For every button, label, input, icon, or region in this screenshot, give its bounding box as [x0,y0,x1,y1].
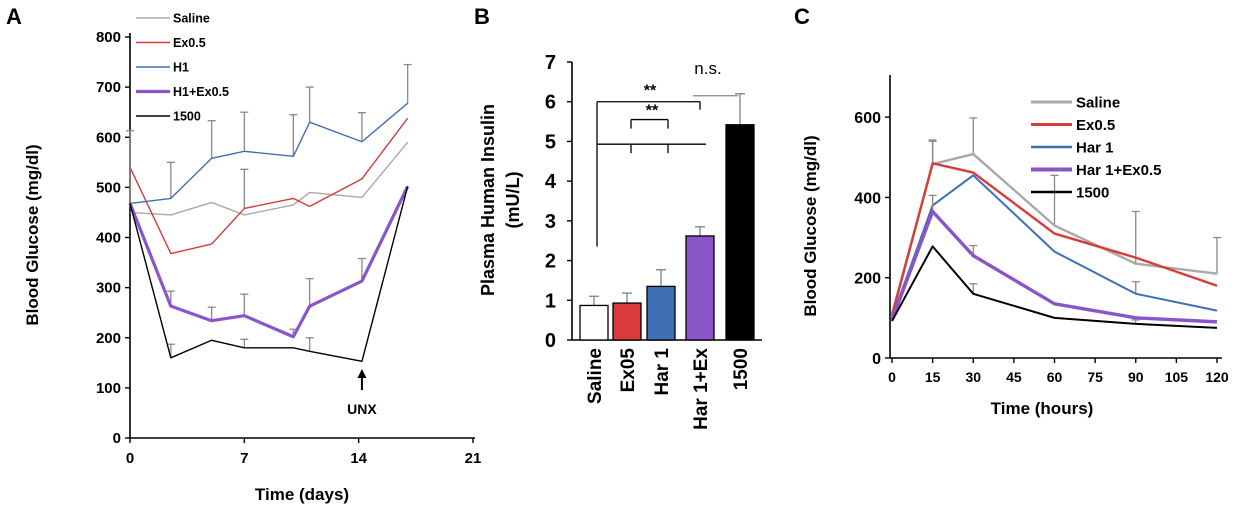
c-legend-label-1500: 1500 [1076,185,1109,202]
a-y-tick-label: 0 [113,430,121,447]
b-bar-group-1500 [726,94,754,340]
a-legend-label-1500: 1500 [173,110,201,124]
a-x-tick-label: 7 [240,450,248,467]
panel-a: A 0 100 200 300 400 500 600 700 800 0 7 14 21 Salin… [6,4,481,504]
unx-arrow-head [357,369,366,378]
b-bar-ex05 [613,303,641,340]
a-y-tick-label: 800 [96,29,121,46]
unx-annotation: UNX [347,369,377,417]
panel-c-y-title: Blood Glucose (mg/dl) [801,135,820,316]
b-y-tick-label: 7 [545,52,556,74]
b-bar-group-har-1-ex [686,227,714,340]
b-x-label-ex05: Ex05 [618,348,639,393]
a-series-h1-ex0-5 [130,186,408,336]
b-ns-label: n.s. [694,59,721,78]
b-bar-group-ex05 [613,293,641,340]
a-y-tick-label: 300 [96,280,121,297]
c-legend-label-har-1: Har 1 [1076,140,1114,157]
c-x-tick-label: 45 [1006,369,1022,385]
c-x-tick-label: 60 [1047,369,1063,385]
b-bar-group-har-1 [647,270,675,340]
c-line-1500 [892,246,1217,327]
b-y-tick-label: 3 [545,211,556,233]
b-sig-label-2: ** [646,103,659,120]
panel-c-x-title: Time (hours) [991,399,1094,418]
a-x-tick-label: 21 [465,450,482,467]
b-x-label-har-1-ex: Har 1+Ex [691,348,712,430]
panel-b: B 0 1 2 3 4 5 6 7 ** ** n.s. Saline Ex05 Har 1 Har 1… [474,4,762,430]
a-series-h1 [126,65,412,204]
panel-c-letter: C [794,4,810,29]
panel-b-y-title-line1: Plasma Human Insulin [478,104,498,296]
panel-b-y-title-line2: (mU/L) [503,172,523,229]
a-y-tick-label: 200 [96,330,121,347]
a-x-tick-label: 14 [350,450,367,467]
panel-b-letter: B [474,4,490,29]
b-y-tick-label: 2 [545,251,556,273]
a-y-tick-label: 400 [96,230,121,247]
unx-label: UNX [347,401,377,417]
c-legend-label-har-1-ex0-5: Har 1+Ex0.5 [1076,162,1161,179]
c-x-tick-label: 75 [1087,369,1103,385]
b-bar-har-1 [647,286,675,340]
a-y-tick-label: 500 [96,179,121,196]
a-legend-label-h1: H1 [173,61,189,75]
b-sig-label-1: ** [644,83,657,100]
c-legend-label-saline: Saline [1076,95,1120,112]
c-x-tick-label: 105 [1165,369,1189,385]
c-legend-label-ex0-5: Ex0.5 [1076,117,1115,134]
c-x-tick-label: 90 [1128,369,1144,385]
c-x-tick-label: 120 [1205,369,1229,385]
a-legend-label-ex0-5: Ex0.5 [173,36,206,50]
b-bar-group-saline [580,296,608,340]
a-legend-label-saline: Saline [173,12,210,26]
panel-a-letter: A [6,4,22,29]
figure-canvas: A 0100200300400500600700800 0 7 14 21 Salin… [0,0,1237,511]
a-line-h1-ex0-5 [130,186,408,336]
c-x-tick-label: 15 [925,369,941,385]
a-legend-label-h1-ex0-5: H1+Ex0.5 [173,85,229,99]
b-bar-har-1-ex [686,236,714,340]
a-x-tick-label: 0 [126,450,134,467]
c-y-tick-label: 600 [854,110,881,127]
c-y-tick-label: 0 [872,351,881,368]
c-x-tick-label: 0 [888,369,896,385]
a-y-tick-label: 600 [96,129,121,146]
b-y-tick-label: 4 [545,171,557,193]
c-y-tick-label: 200 [854,271,881,288]
c-x-tick-label: 30 [965,369,981,385]
b-y-tick-label: 1 [545,290,556,312]
c-series-ex0-5 [892,141,1217,316]
panel-a-y-title: Blood Glucose (mg/dl) [23,144,42,325]
b-bar-saline [580,305,608,340]
panel-a-x-title: Time (days) [255,485,349,504]
panel-c: C 0 200 400 600 0 15 30 45 60 75 90 105 120 Saline E… [794,4,1229,418]
b-x-label-1500: 1500 [731,348,752,390]
c-y-tick-label: 400 [854,190,881,207]
a-line-h1 [130,103,408,203]
b-x-label-har-1: Har 1 [652,348,673,396]
b-x-label-saline: Saline [585,348,606,404]
b-bar-1500 [726,125,754,340]
c-series-1500 [892,246,1217,327]
b-y-tick-label: 6 [545,92,556,114]
b-y-tick-label: 5 [545,131,556,153]
b-y-tick-label: 0 [545,330,556,352]
a-y-tick-label: 100 [96,380,121,397]
a-y-tick-label: 700 [96,79,121,96]
